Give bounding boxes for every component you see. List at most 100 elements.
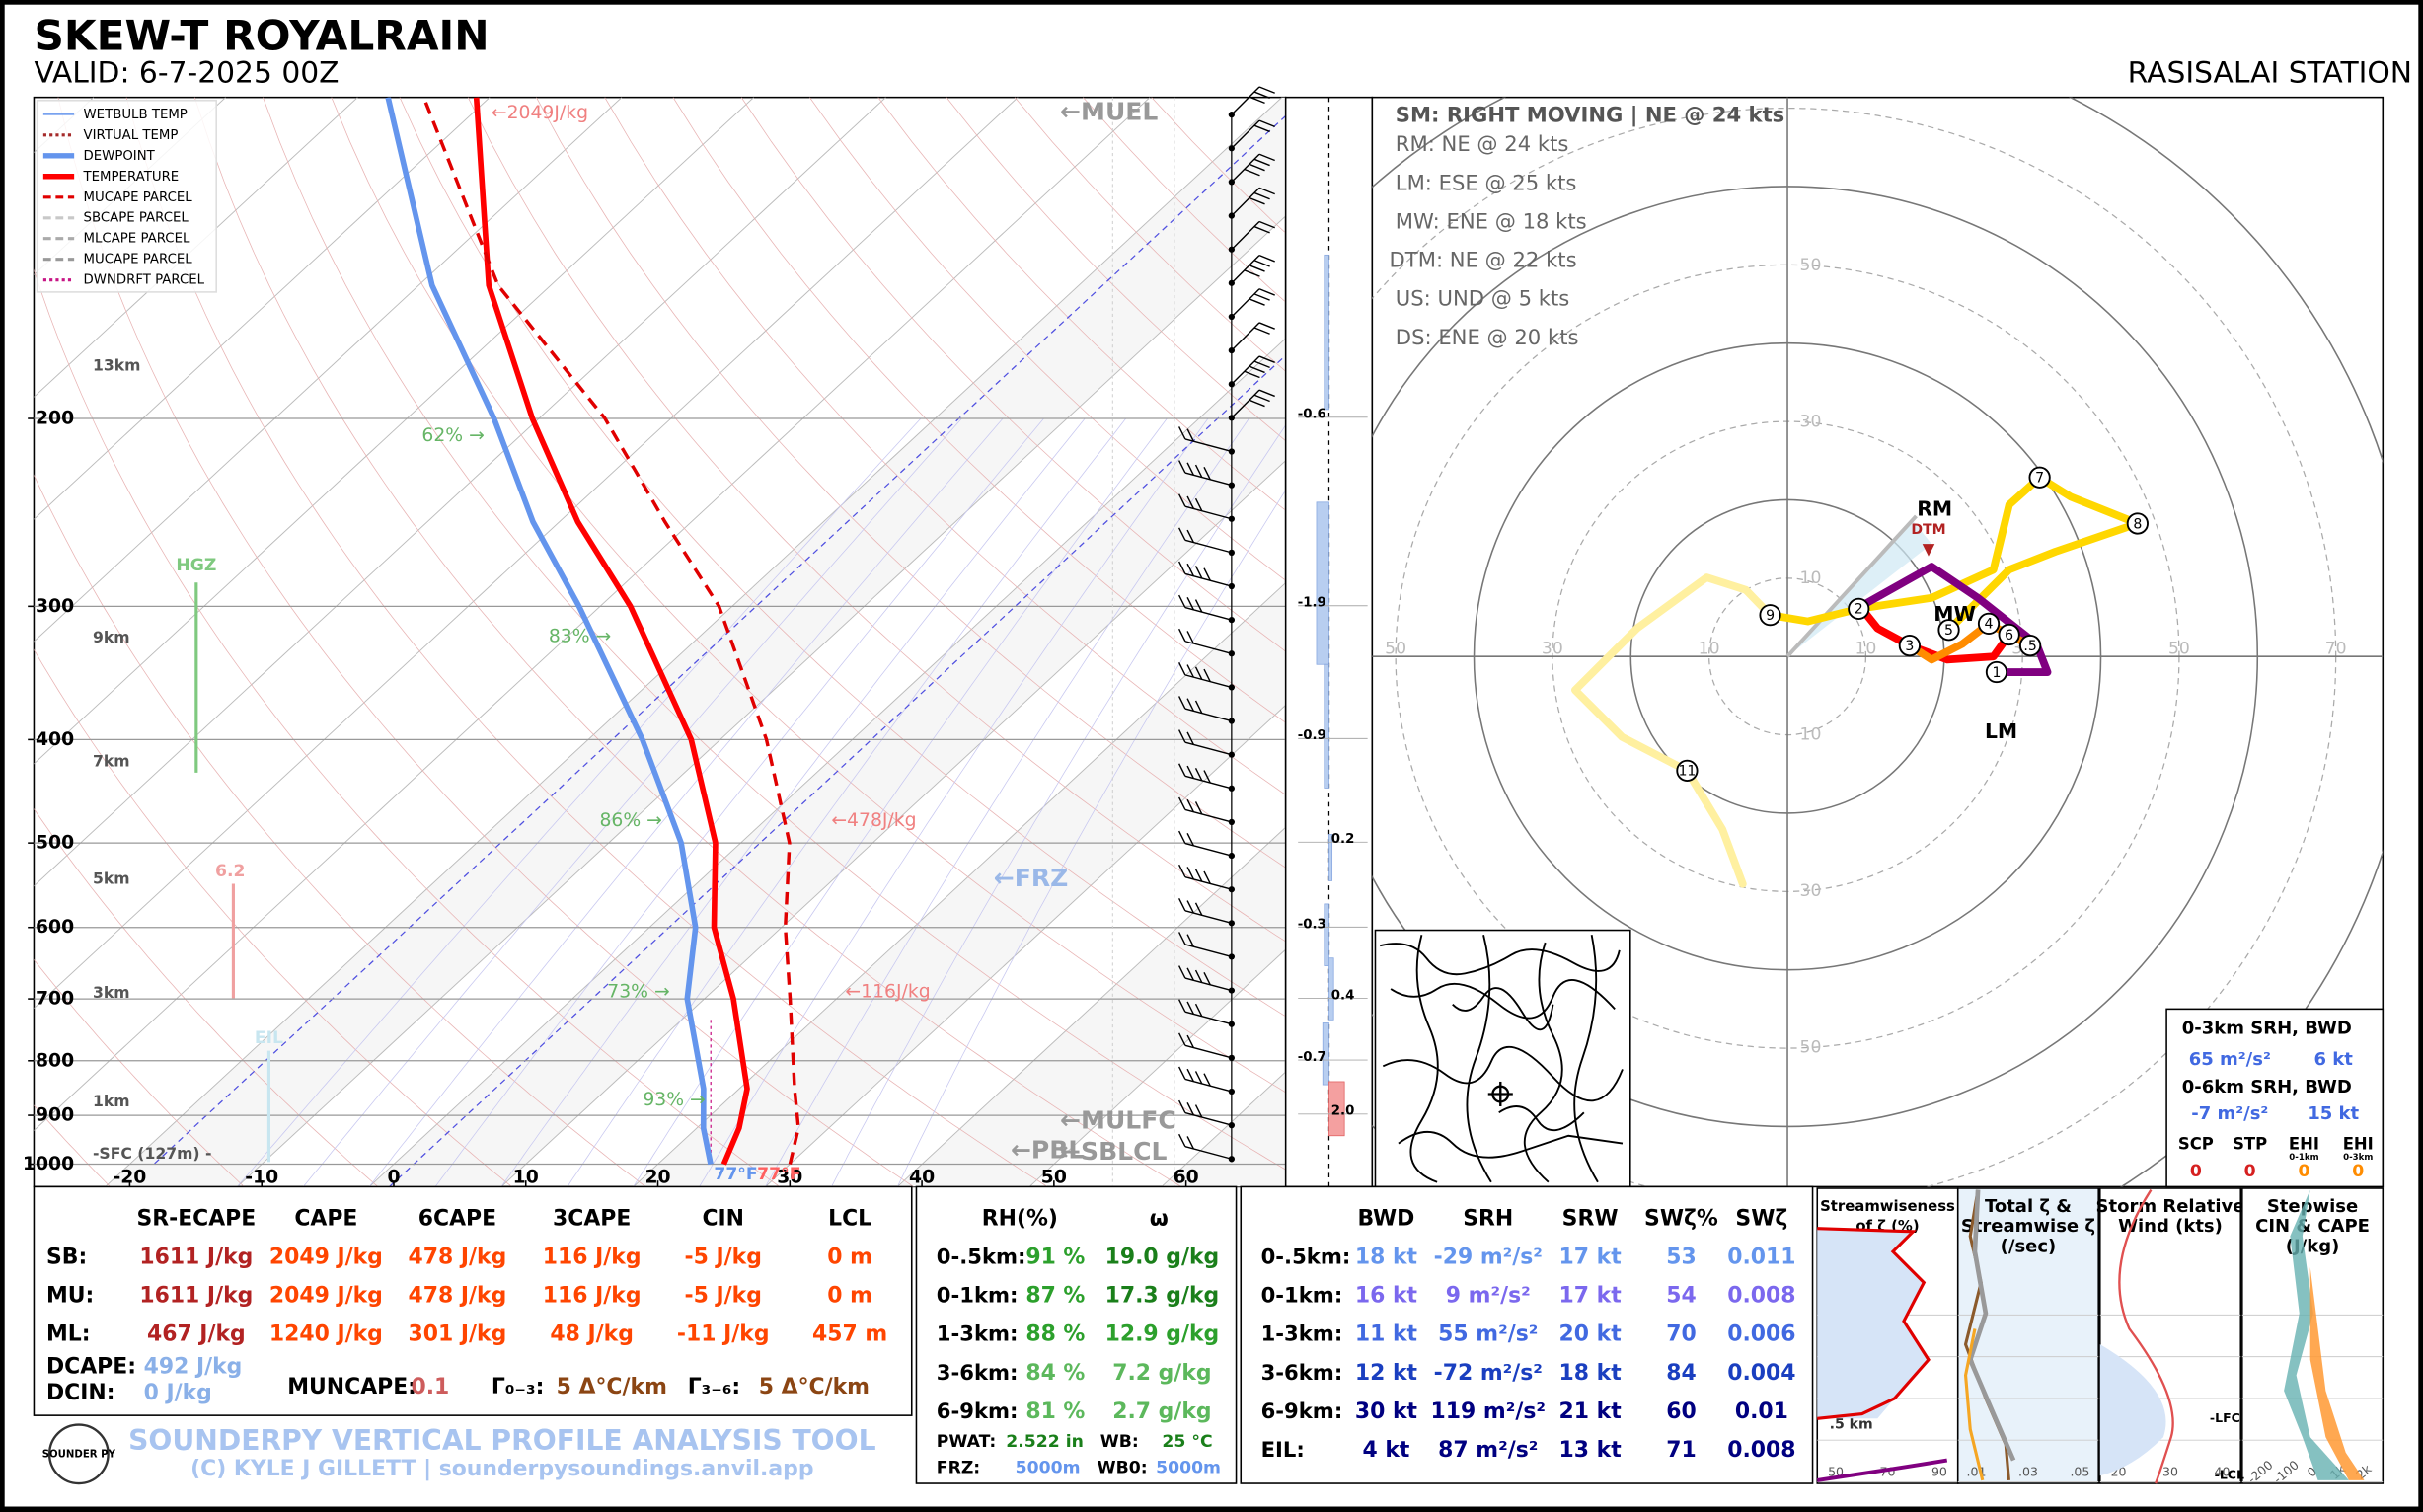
cell: 84 % (1025, 1361, 1085, 1386)
index-value: 0 (2298, 1162, 2309, 1181)
barb-flag (1258, 288, 1275, 296)
moist-adiabat (500, 417, 1086, 1187)
mini-title: Streamwiseness (1820, 1197, 1955, 1215)
moist-adiabat (368, 417, 1004, 1187)
barb-flag (1258, 220, 1275, 229)
hodo-x-label: 70 (2325, 639, 2347, 658)
dtm-marker (1922, 544, 1935, 557)
x-tick-label: -10 (245, 1168, 278, 1188)
barb-flag (1177, 460, 1186, 474)
cell: 301 J/kg (409, 1323, 507, 1347)
omega-bar (1322, 1022, 1329, 1086)
isotherm (34, 97, 491, 520)
extra-value: 492 J/kg (144, 1355, 243, 1380)
barb-flag (1253, 327, 1270, 335)
barb-flag (1258, 322, 1275, 330)
map-border (1466, 934, 1492, 1183)
cell: 12.9 g/kg (1105, 1323, 1220, 1347)
height-labels: -SFC (127m) - (93, 1144, 212, 1163)
isotherm (34, 97, 886, 887)
footer-title: SOUNDERPY VERTICAL PROFILE ANALYSIS TOOL (128, 1424, 875, 1457)
srh-heading: 0-6km SRH, BWD (2182, 1077, 2352, 1097)
cell: 7.2 g/kg (1112, 1361, 1211, 1386)
cell: 478 J/kg (409, 1284, 507, 1309)
storm-motion: US: UND @ 5 kts (1396, 286, 1569, 311)
storm-motion: LM: ESE @ 25 kts (1396, 170, 1577, 194)
vort-curve2 (1967, 1189, 2016, 1462)
isotherm-band (105, 97, 1286, 1187)
omega-label: -0.6 (1298, 408, 1326, 422)
barb-dot (1228, 684, 1235, 691)
barb-flag (1177, 830, 1186, 844)
isotherm (34, 97, 1019, 1010)
row-label: 1-3km: (1261, 1322, 1343, 1346)
vort-curve3 (1963, 1328, 1985, 1481)
omega-bar (1328, 1081, 1345, 1137)
cape-labels: ←2049J/kg (492, 103, 588, 123)
cell: 0.008 (1727, 1438, 1795, 1463)
cell: 119 m²/s² (1431, 1399, 1546, 1424)
moisture-box (915, 1185, 1238, 1484)
dry-adiabat (399, 97, 1286, 1018)
rh-labels: 86% → (599, 810, 661, 831)
height-marker-label: 7 (2035, 471, 2044, 487)
profile-line (473, 97, 750, 1166)
hodo-y-label: 50 (1800, 1037, 1822, 1057)
moist-adiabat (237, 417, 922, 1187)
cell: 457 m (812, 1323, 887, 1347)
x-tick-label: 60 (1174, 1168, 1199, 1188)
barb-flag (1194, 1071, 1203, 1085)
barb-flag (1177, 696, 1186, 710)
barb-flag (1194, 566, 1203, 579)
barb-flag (1186, 1001, 1194, 1015)
isotherm (1028, 948, 1286, 1187)
extra-label: PWAT: (937, 1432, 997, 1452)
column-header: CIN (702, 1206, 744, 1231)
barb-flag (1186, 462, 1194, 476)
barb-dot (1228, 482, 1235, 489)
barb-flag (1194, 1104, 1203, 1118)
rh-labels: 83% → (549, 627, 611, 647)
level-labels: ←PBL (1011, 1135, 1084, 1164)
cell: 1611 J/kg (139, 1284, 253, 1309)
barb-flag (1186, 529, 1194, 543)
title: SKEW-T ROYALRAIN (34, 12, 489, 60)
column-header: 6CAPE (418, 1206, 496, 1231)
cell: 1611 J/kg (139, 1245, 253, 1269)
legend-label: DWNDRFT PARCEL (84, 273, 205, 288)
omega-label: -0.7 (1298, 1050, 1326, 1065)
extra-value: 25 °C (1162, 1432, 1212, 1452)
barb-dot (1228, 886, 1235, 893)
barb-flag (1253, 191, 1270, 200)
index-name: SCP (2178, 1135, 2214, 1154)
dry-adiabat (467, 97, 1286, 943)
barb-flag (1194, 801, 1203, 815)
moist-adiabat (434, 417, 1044, 1187)
barb-flag (1177, 932, 1186, 945)
dry-adiabat (604, 97, 1286, 795)
misc-labels: HGZ (176, 556, 216, 575)
moist-adiabat (765, 417, 1249, 1187)
barb-flag (1253, 360, 1270, 369)
y-tick-label: 400 (36, 729, 74, 750)
cell: 71 (1666, 1438, 1697, 1463)
barb-flag (1253, 124, 1270, 133)
cell: -11 J/kg (677, 1323, 770, 1347)
cell: 81 % (1025, 1399, 1085, 1424)
level-labels: ←MULFC (1060, 1106, 1176, 1135)
barb-flag (1253, 394, 1270, 403)
mini-title: Streamwise ζ (1961, 1216, 2095, 1237)
omega-label: -0.3 (1298, 917, 1326, 932)
barb-flag (1194, 869, 1203, 882)
misc-labels: 77°F (757, 1165, 800, 1184)
extra-value: 0.1 (411, 1375, 449, 1399)
dry-adiabat (263, 97, 1286, 1171)
index-name: EHI (2343, 1135, 2374, 1154)
height-marker (1759, 604, 1781, 627)
barb-dot (1228, 1121, 1235, 1129)
column-header: BWD (1357, 1206, 1414, 1231)
column-header: LCL (828, 1206, 871, 1231)
map-border (1390, 979, 1616, 1020)
